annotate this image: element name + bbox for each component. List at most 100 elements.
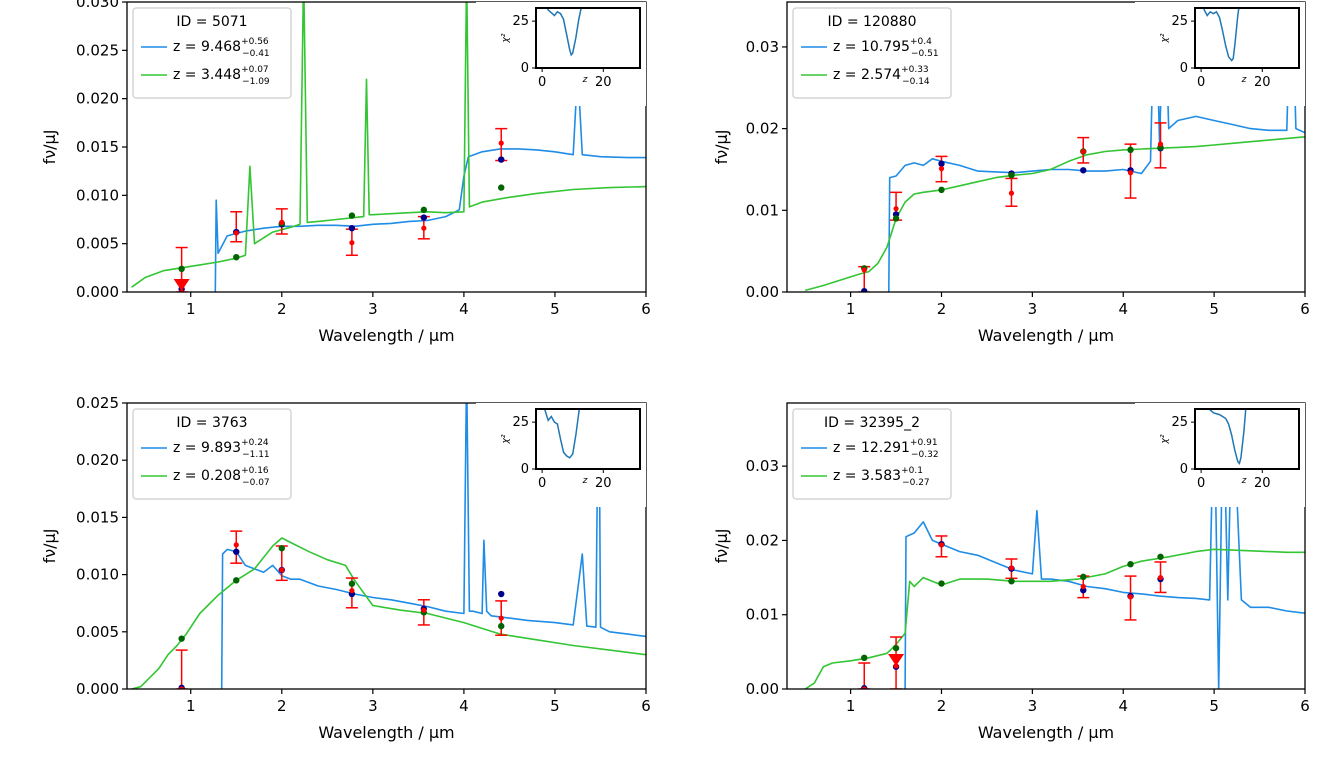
synthetic-point-blue <box>348 225 356 232</box>
legend-error-upper: +0.4 <box>910 37 932 47</box>
synthetic-point-green <box>278 545 285 552</box>
series-line-green <box>804 548 1305 689</box>
x-tick-label: 3 <box>368 697 378 715</box>
axes-frame <box>126 402 647 690</box>
inset-x-tick-label: 20 <box>1254 75 1271 90</box>
y-tick-label: 0.000 <box>76 680 119 698</box>
inset-x-label: z <box>582 476 588 486</box>
inset-x-tick-label: 0 <box>538 75 546 90</box>
y-axis-label: fν/μJ <box>712 130 731 165</box>
x-tick-label: 1 <box>186 697 196 715</box>
observed-point <box>1157 141 1164 147</box>
synthetic-point-blue <box>938 160 945 167</box>
inset-y-label: χ² <box>1160 434 1170 444</box>
y-tick-label: 0.030 <box>76 0 119 11</box>
y-tick-label: 0.005 <box>76 623 119 641</box>
inset-y-tick-label: 0 <box>521 462 529 477</box>
series-line-blue <box>214 68 646 292</box>
plot-area <box>131 2 646 292</box>
inset-frame <box>1194 408 1300 470</box>
legend-error-upper: +0.1 <box>901 466 923 476</box>
synthetic-point-green <box>938 186 945 194</box>
legend-box <box>132 408 292 500</box>
synthetic-point-blue <box>233 548 240 555</box>
synthetic-point-green <box>420 206 428 214</box>
legend-redshift: z = 12.291 <box>833 440 910 456</box>
series-line-blue <box>888 2 1305 292</box>
legend-redshift: z = 0.208 <box>173 468 241 484</box>
legend-entry: z = 10.795+0.4 <box>833 37 932 55</box>
inset-background <box>476 2 646 106</box>
inset-y-tick-label: 25 <box>1171 14 1188 29</box>
synthetic-point-blue <box>1080 167 1087 174</box>
inset: 0 20 0 25 z χ² <box>476 403 646 507</box>
x-tick-label: 2 <box>937 697 947 715</box>
synthetic-point-green <box>178 265 185 272</box>
x-tick-label: 4 <box>1118 300 1128 318</box>
panel-top-right: 1 2 3 4 5 6 0.00 0.01 0.02 0.03 Wavelength / μm fν/… <box>712 1 1310 345</box>
x-axis-label: Wavelength / μm <box>978 326 1114 345</box>
observed-point <box>1080 148 1086 155</box>
panel-bottom-right: 1 2 3 4 5 6 0.00 0.01 0.02 0.03 Wavelength / μm fν/… <box>712 402 1310 742</box>
inset-x-tick-label: 0 <box>538 476 546 491</box>
synthetic-point-green <box>1157 553 1164 560</box>
legend-error-lower: −0.51 <box>911 49 939 59</box>
observed-point <box>1080 583 1086 590</box>
legend-error-upper: +0.24 <box>241 438 269 448</box>
plot-area <box>131 403 646 689</box>
synthetic-point-green <box>348 212 356 219</box>
observed-point <box>938 166 945 172</box>
series-line-blue <box>220 403 646 689</box>
inset-y-label: χ² <box>501 434 511 444</box>
y-axis-label: fν/μJ <box>712 529 731 564</box>
observed-point <box>1008 565 1015 571</box>
y-tick-label: 0.01 <box>746 201 779 219</box>
y-tick-label: 0.020 <box>76 90 119 108</box>
legend-error-lower: −0.14 <box>902 77 930 87</box>
inset-chi2-line <box>1203 8 1240 62</box>
inset-y-tick-label: 25 <box>512 415 529 430</box>
x-tick-label: 6 <box>1300 300 1310 318</box>
legend-redshift: z = 3.583 <box>833 468 901 484</box>
axes-frame <box>786 1 1306 293</box>
inset-x-tick-label: 20 <box>1254 476 1271 491</box>
y-axis-label: fν/μJ <box>40 529 59 564</box>
y-tick-label: 0.010 <box>76 566 119 584</box>
inset-frame <box>1194 7 1300 69</box>
y-axis-label: fν/μJ <box>40 130 59 165</box>
inset-chi2-line <box>546 8 582 57</box>
inset-frame <box>535 7 641 69</box>
synthetic-point-green <box>1127 146 1134 154</box>
inset-x-tick-label: 0 <box>1197 75 1205 90</box>
synthetic-point-blue <box>861 287 868 292</box>
inset-y-label: χ² <box>1160 33 1170 43</box>
synthetic-point-green <box>892 644 900 652</box>
legend-redshift: z = 9.893 <box>173 440 241 456</box>
synthetic-point-green <box>1008 578 1015 585</box>
x-axis-label: Wavelength / μm <box>318 326 454 345</box>
observed-point <box>498 140 504 146</box>
panel-bottom-left: 1 2 3 4 5 6 0.000 0.005 0.010 0.015 0.020 0.025 Wave… <box>40 394 651 742</box>
synthetic-point-green <box>938 580 945 587</box>
inset-background <box>476 403 646 507</box>
x-tick-label: 1 <box>846 300 856 318</box>
inset-x-tick-label: 0 <box>1197 476 1205 491</box>
inset: 0 20 0 25 z χ² <box>1135 403 1305 507</box>
observed-point <box>1157 574 1164 581</box>
synthetic-point-blue <box>498 156 505 163</box>
legend-error-lower: −0.41 <box>242 49 270 59</box>
upper-limit-marker <box>173 279 190 291</box>
synthetic-point-green <box>861 654 868 661</box>
inset-frame <box>535 408 641 470</box>
legend-error-upper: +0.33 <box>901 65 929 75</box>
observed-point <box>279 219 285 225</box>
x-tick-label: 4 <box>1118 697 1128 715</box>
observed-point <box>938 542 945 548</box>
legend-error-lower: −0.32 <box>911 450 939 460</box>
legend-entry: z = 9.468+0.56 <box>173 37 269 55</box>
x-tick-label: 6 <box>641 697 651 715</box>
y-tick-label: 0.020 <box>76 451 119 469</box>
legend-error-lower: −0.27 <box>902 478 930 488</box>
legend-error-upper: +0.91 <box>910 438 938 448</box>
